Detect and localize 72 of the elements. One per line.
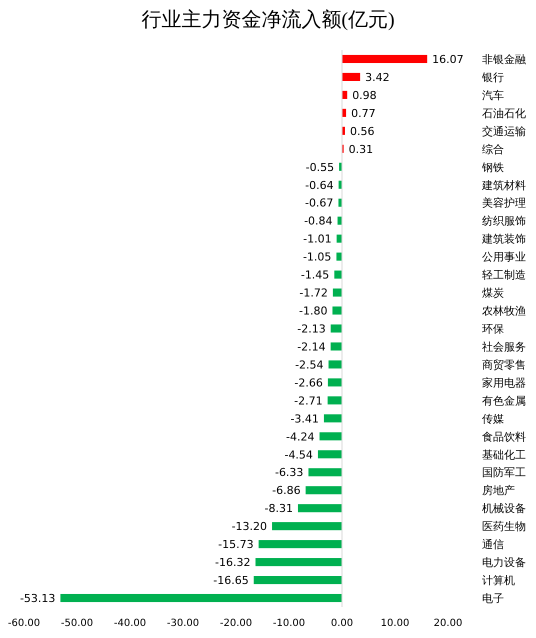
data-label: -2.54 (295, 358, 324, 372)
y-tick-label: 轻工制造 (482, 268, 526, 282)
data-label: -2.13 (297, 322, 326, 336)
y-tick-label: 美容护理 (482, 196, 526, 210)
data-label: -1.05 (302, 250, 332, 264)
y-tick-label: 环保 (482, 322, 504, 336)
y-tick-label: 社会服务 (482, 340, 526, 354)
y-tick-label: 非银金融 (482, 52, 526, 66)
data-label: -15.73 (218, 538, 254, 552)
x-tick-label: 0.00 (330, 618, 354, 629)
data-label: 0.77 (351, 106, 376, 120)
data-label: 0.56 (350, 124, 374, 138)
data-label: -4.24 (286, 430, 315, 444)
data-label: -53.13 (20, 592, 56, 606)
data-label: 0.31 (348, 142, 374, 156)
data-label: -1.45 (300, 268, 330, 282)
y-tick-label: 银行 (481, 70, 504, 84)
y-tick-label: 电子 (482, 592, 504, 606)
y-tick-label: 传媒 (482, 412, 504, 426)
x-tick-label: -40.00 (114, 618, 146, 629)
data-label: -13.20 (232, 520, 268, 534)
y-tick-label: 建筑材料 (481, 178, 526, 192)
data-label: -6.33 (274, 466, 304, 480)
data-label: -2.66 (294, 376, 323, 390)
y-tick-label: 煤炭 (482, 286, 504, 300)
y-tick-label: 家用电器 (482, 376, 526, 390)
x-tick-label: 10.00 (380, 618, 410, 629)
data-label: -0.84 (304, 214, 333, 228)
y-tick-label: 电力设备 (482, 556, 526, 570)
y-tick-label: 商贸零售 (482, 358, 526, 372)
y-tick-label: 有色金属 (482, 394, 526, 408)
data-label: -3.41 (290, 412, 319, 426)
y-tick-label: 食品饮料 (482, 430, 526, 444)
y-tick-label: 交通运输 (482, 124, 526, 138)
data-label: -6.86 (272, 484, 301, 498)
x-tick-label: 20.00 (434, 618, 462, 629)
y-tick-label: 房地产 (482, 484, 515, 498)
data-label: -0.67 (304, 196, 334, 210)
y-tick-label: 机械设备 (482, 502, 526, 516)
y-tick-label: 石油石化 (482, 106, 526, 120)
x-tick-label: -50.00 (60, 618, 94, 629)
x-tick-label: -30.00 (166, 618, 200, 629)
data-label: -0.55 (306, 160, 334, 174)
y-tick-label: 基础化工 (482, 448, 526, 462)
data-label: -1.80 (298, 304, 328, 318)
data-label: 0.98 (352, 88, 377, 102)
x-tick-label: -60.00 (8, 618, 40, 629)
y-tick-label: 纺织服饰 (482, 214, 526, 228)
chart-title: 行业主力资金净流入额(亿元) (141, 8, 395, 31)
data-label: 16.07 (432, 52, 464, 66)
y-tick-label: 农林牧渔 (482, 304, 526, 318)
y-tick-label: 公用事业 (482, 250, 526, 264)
data-label: -0.64 (305, 178, 334, 192)
x-tick-label: -10.00 (272, 618, 306, 629)
y-tick-label: 医药生物 (482, 520, 526, 534)
y-tick-label: 汽车 (482, 88, 504, 102)
data-label: -16.32 (215, 556, 251, 570)
data-label: -1.72 (299, 286, 328, 300)
y-tick-label: 计算机 (482, 574, 515, 588)
data-label: 3.42 (365, 70, 390, 84)
data-label: -2.14 (297, 340, 326, 354)
y-tick-label: 建筑装饰 (481, 232, 526, 246)
y-tick-label: 通信 (482, 538, 504, 552)
x-tick-label: -20.00 (220, 618, 252, 629)
data-label: -16.65 (213, 574, 249, 588)
data-label: -1.01 (303, 232, 332, 246)
data-label: -4.54 (284, 448, 313, 462)
data-label: -8.31 (264, 502, 293, 516)
y-tick-label: 国防军工 (482, 466, 526, 480)
y-tick-label: 钢铁 (481, 160, 504, 174)
y-tick-label: 综合 (482, 142, 504, 156)
data-label: -2.71 (294, 394, 323, 408)
